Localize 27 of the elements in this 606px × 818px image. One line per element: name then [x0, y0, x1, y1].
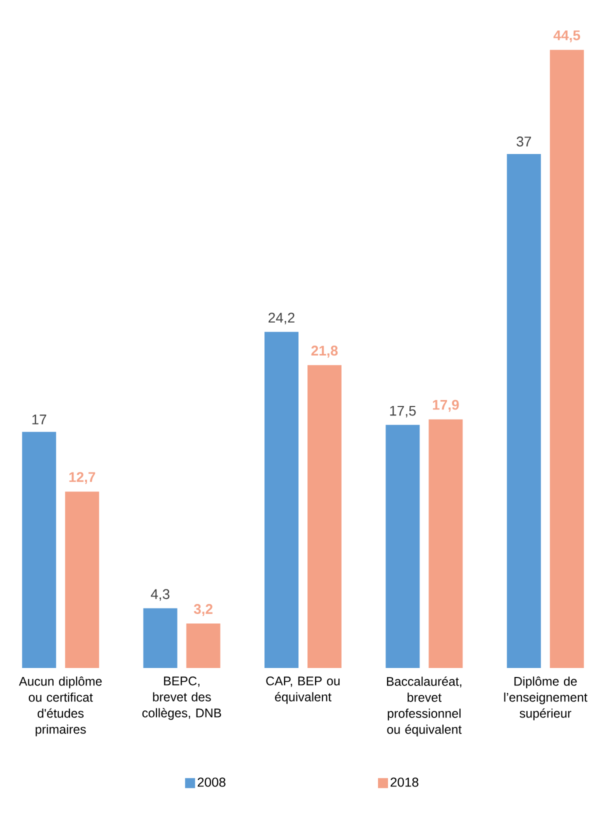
bar	[428, 419, 463, 668]
bar	[264, 332, 298, 668]
bar	[22, 432, 56, 668]
data-label: 12,7	[69, 472, 96, 484]
bar	[308, 365, 342, 668]
bar	[186, 624, 220, 668]
data-label: 17,9	[432, 400, 459, 412]
legend-label: 2018	[390, 778, 418, 787]
bar	[550, 50, 584, 668]
data-label: 17	[32, 414, 46, 424]
legend-label: 2008	[198, 778, 226, 787]
data-label: 44,5	[553, 30, 580, 42]
data-label: 21,8	[311, 346, 338, 358]
bar	[143, 608, 178, 668]
x-tick-label: Baccalauréat, brevet professionnel ou équivalent	[387, 676, 462, 736]
data-label: 37	[516, 136, 531, 146]
bar	[386, 424, 420, 668]
x-tick-label: Aucun diplôme ou certificat d'études primaires	[18, 676, 102, 736]
bar	[65, 492, 100, 668]
bar	[506, 154, 541, 668]
x-tick-label: BEPC, brevet des collèges, DNB	[142, 676, 222, 720]
data-label: 17,5	[390, 406, 416, 418]
x-tick-label: CAP, BEP ou équivalent	[266, 676, 340, 704]
x-tick-label: Diplôme de l’enseignement supérieur	[504, 676, 588, 720]
data-label: 24,2	[268, 312, 294, 324]
data-label: 3,2	[194, 604, 212, 616]
data-label: 4,3	[150, 589, 170, 601]
